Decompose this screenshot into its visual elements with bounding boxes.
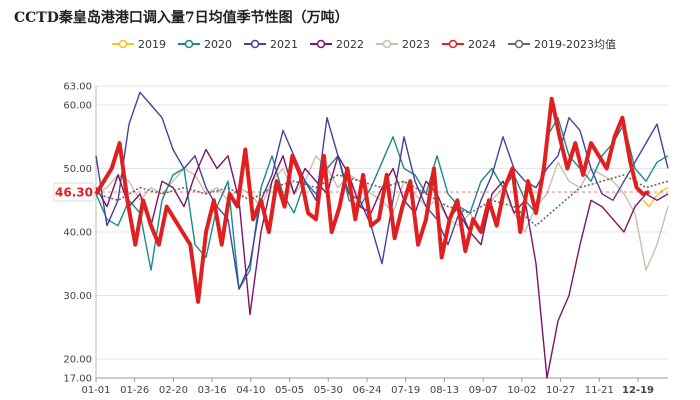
legend-swatch-icon xyxy=(244,39,266,49)
series-line-2022 xyxy=(95,148,669,379)
legend-item-avg[interactable]: 2019-2023均值 xyxy=(508,36,616,52)
legend-item-2019[interactable]: 2019 xyxy=(112,38,166,51)
y-tick-label: 63.00 xyxy=(63,82,92,93)
legend-label: 2019-2023均值 xyxy=(534,38,616,51)
series-line-avg xyxy=(95,174,669,227)
series-line-2021 xyxy=(95,91,669,290)
legend-label: 2021 xyxy=(270,37,298,51)
legend-label: 2022 xyxy=(336,37,364,51)
x-tick-label: 04-10 xyxy=(236,385,265,396)
legend-swatch-icon xyxy=(376,39,398,49)
y-tick-label: 40.00 xyxy=(63,228,92,239)
x-tick-label: 05-05 xyxy=(275,385,304,396)
series-line-2019 xyxy=(642,186,669,208)
y-tick-label: 17.00 xyxy=(63,374,92,385)
x-tick-label: 05-30 xyxy=(314,385,343,396)
legend-swatch-icon xyxy=(442,39,464,49)
series-line-2020 xyxy=(95,116,669,290)
legend-item-2023[interactable]: 2023 xyxy=(376,38,430,51)
x-tick-label: 08-13 xyxy=(430,385,459,396)
legend-item-2020[interactable]: 2020 xyxy=(178,38,232,51)
current-value-box xyxy=(53,182,95,202)
x-tick-label: 02-20 xyxy=(159,385,188,396)
series-lines xyxy=(94,91,669,379)
y-tick-label: 20.00 xyxy=(63,354,92,365)
x-tick-label: 09-07 xyxy=(469,385,498,396)
current-value-label: 46.30 xyxy=(55,186,93,200)
legend-swatch-icon xyxy=(508,39,530,49)
series-line-2024 xyxy=(94,96,650,304)
x-axis-ticks: 01-01 01-26 02-20 03-16 04-10 05-05 05-30 06-24… xyxy=(81,378,654,396)
y-tick-label: 30.00 xyxy=(63,291,92,302)
x-tick-label: 01-26 xyxy=(120,385,149,396)
current-value-badge: 46.30 xyxy=(53,182,668,202)
x-tick-label: 11-21 xyxy=(585,385,614,396)
legend-item-2024[interactable]: 2024 xyxy=(442,38,496,51)
legend-label: 2019 xyxy=(138,37,166,51)
legend-swatch-icon xyxy=(112,39,134,49)
grid-lines xyxy=(95,85,668,379)
legend: 2019 2020 2021 2022 2023 2024 2019-2023均值 xyxy=(112,35,628,53)
x-tick-label: 06-24 xyxy=(352,385,381,396)
legend-item-2022[interactable]: 2022 xyxy=(310,38,364,51)
legend-label: 2020 xyxy=(204,37,232,51)
x-tick-label: 10-02 xyxy=(507,385,536,396)
y-tick-label: 60.00 xyxy=(63,101,92,112)
y-axis-ticks: 17.00 20.00 30.00 40.00 50.00 60.00 63.00 xyxy=(63,82,92,385)
x-tick-label: 12-19 xyxy=(622,385,654,396)
chart-title: CCTD秦皇岛港港口调入量7日均值季节性图（万吨） xyxy=(14,10,349,26)
legend-label: 2024 xyxy=(468,37,496,51)
x-tick-label: 03-16 xyxy=(198,385,227,396)
legend-swatch-icon xyxy=(310,39,332,49)
x-tick-label: 10-27 xyxy=(546,385,575,396)
legend-item-2021[interactable]: 2021 xyxy=(244,38,298,51)
y-tick-label: 50.00 xyxy=(63,164,92,175)
x-tick-label: 01-01 xyxy=(81,385,110,396)
legend-swatch-icon xyxy=(178,39,200,49)
x-tick-label: 07-19 xyxy=(391,385,420,396)
legend-label: 2023 xyxy=(402,37,430,51)
